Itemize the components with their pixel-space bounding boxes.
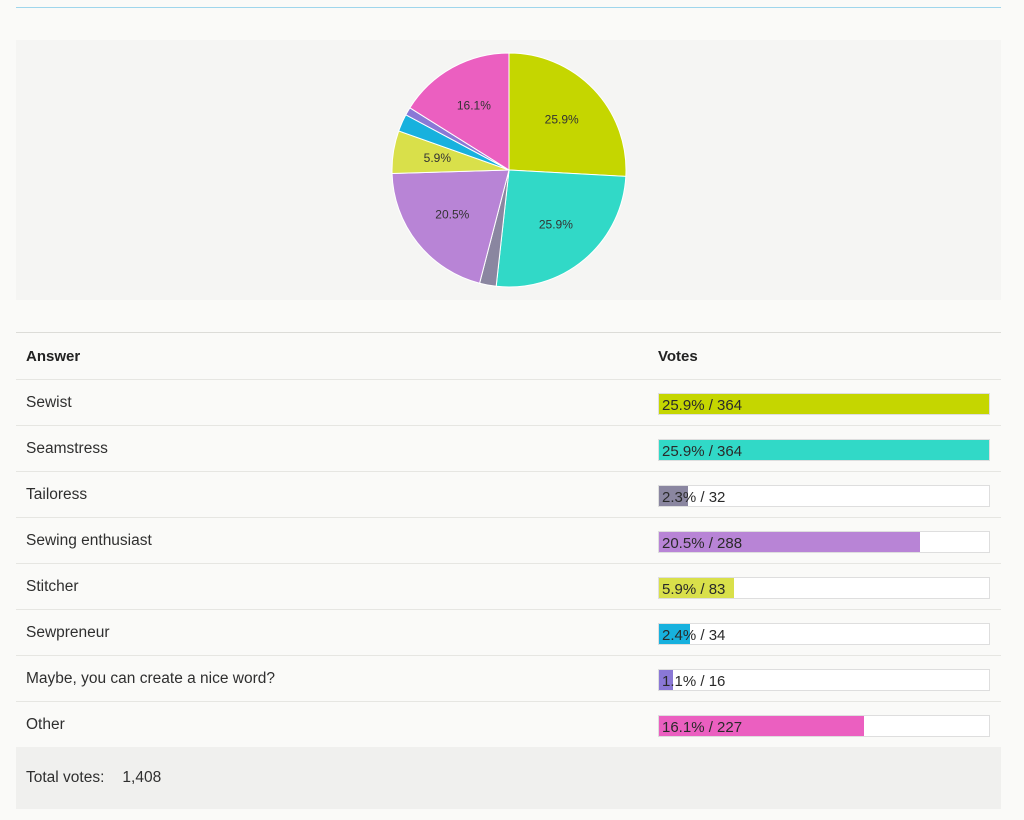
vote-bar-fill bbox=[659, 670, 673, 690]
total-votes-label: Total votes: bbox=[26, 769, 105, 786]
pie-slice bbox=[409, 52, 510, 171]
votes-cell: 2.3% / 32 bbox=[648, 471, 1001, 518]
pie-chart-panel: 25.9% 25.9% 20.5% 5.9% 16.1% bbox=[16, 40, 1001, 300]
answer-label: Other bbox=[16, 701, 648, 747]
vote-bar: 2.3% / 32 bbox=[658, 485, 990, 507]
answer-label: Sewing enthusiast bbox=[16, 517, 648, 564]
vote-bar: 2.4% / 34 bbox=[658, 623, 990, 645]
results-table: Answer Votes Sewist 25.9% / 364 Seamstress… bbox=[16, 332, 1001, 747]
vote-bar: 20.5% / 288 bbox=[658, 531, 990, 553]
pie-slice-label: 16.1% bbox=[457, 99, 491, 113]
votes-cell: 5.9% / 83 bbox=[648, 563, 1001, 610]
total-votes-value: 1,408 bbox=[122, 769, 162, 786]
vote-bar-text: 5.9% / 83 bbox=[662, 581, 726, 598]
vote-bar-text: 1.1% / 16 bbox=[662, 673, 726, 690]
answer-label: Tailoress bbox=[16, 471, 648, 518]
vote-bar-text: 20.5% / 288 bbox=[662, 535, 743, 552]
vote-bar: 16.1% / 227 bbox=[658, 715, 990, 737]
vote-bar: 1.1% / 16 bbox=[658, 669, 990, 691]
vote-bar: 5.9% / 83 bbox=[658, 577, 990, 599]
vote-bar-fill bbox=[659, 440, 989, 460]
votes-cell: 20.5% / 288 bbox=[648, 517, 1001, 564]
vote-bar-fill bbox=[659, 624, 690, 644]
pie-slice-label: 25.9% bbox=[545, 112, 579, 126]
header-answer: Answer bbox=[26, 347, 81, 365]
vote-bar-fill bbox=[659, 394, 989, 414]
vote-bar-text: 25.9% / 364 bbox=[662, 443, 743, 460]
answer-label: Sewist bbox=[16, 379, 648, 426]
table-row: Seamstress 25.9% / 364 bbox=[16, 425, 1001, 472]
pie-slice bbox=[508, 52, 627, 177]
vote-bar-text: 2.4% / 34 bbox=[662, 627, 726, 644]
results-table-container: Answer Votes Sewist 25.9% / 364 Seamstress… bbox=[16, 332, 1001, 809]
table-row: Stitcher 5.9% / 83 bbox=[16, 563, 1001, 610]
vote-bar-text: 2.3% / 32 bbox=[662, 489, 726, 506]
table-row: Sewing enthusiast 20.5% / 288 bbox=[16, 517, 1001, 564]
vote-bar-fill bbox=[659, 578, 735, 598]
answer-label: Maybe, you can create a nice word? bbox=[16, 655, 648, 702]
votes-cell: 1.1% / 16 bbox=[648, 655, 1001, 702]
table-row: Sewist 25.9% / 364 bbox=[16, 379, 1001, 426]
pie-chart: 25.9% 25.9% 20.5% 5.9% 16.1% bbox=[391, 52, 627, 288]
table-row: Sewpreneur 2.4% / 34 bbox=[16, 609, 1001, 656]
pie-slice-label: 5.9% bbox=[424, 151, 452, 165]
table-row: Tailoress 2.3% / 32 bbox=[16, 471, 1001, 518]
votes-cell: 2.4% / 34 bbox=[648, 609, 1001, 656]
vote-bar-text: 25.9% / 364 bbox=[662, 397, 743, 414]
answer-label: Seamstress bbox=[16, 425, 648, 472]
vote-bar-fill bbox=[659, 486, 689, 506]
vote-bar-fill bbox=[659, 532, 921, 552]
pie-slice bbox=[495, 169, 627, 288]
answer-label: Stitcher bbox=[16, 563, 648, 610]
votes-cell: 25.9% / 364 bbox=[648, 379, 1001, 426]
vote-bar-text: 16.1% / 227 bbox=[662, 719, 743, 736]
answer-label: Sewpreneur bbox=[16, 609, 648, 656]
pie-slice-label: 20.5% bbox=[435, 207, 469, 221]
total-votes-row: Total votes: 1,408 bbox=[16, 747, 1001, 809]
pie-slice bbox=[391, 169, 510, 284]
votes-cell: 25.9% / 364 bbox=[648, 425, 1001, 472]
vote-bar: 25.9% / 364 bbox=[658, 393, 990, 415]
table-row: Maybe, you can create a nice word? 1.1% /… bbox=[16, 655, 1001, 702]
vote-bar-fill bbox=[659, 716, 865, 736]
top-divider bbox=[16, 7, 1001, 8]
vote-bar: 25.9% / 364 bbox=[658, 439, 990, 461]
header-votes: Votes bbox=[658, 347, 698, 365]
votes-cell: 16.1% / 227 bbox=[648, 701, 1001, 747]
table-row: Other 16.1% / 227 bbox=[16, 701, 1001, 747]
table-header-row: Answer Votes bbox=[16, 333, 1001, 380]
pie-slice-label: 25.9% bbox=[539, 218, 573, 232]
